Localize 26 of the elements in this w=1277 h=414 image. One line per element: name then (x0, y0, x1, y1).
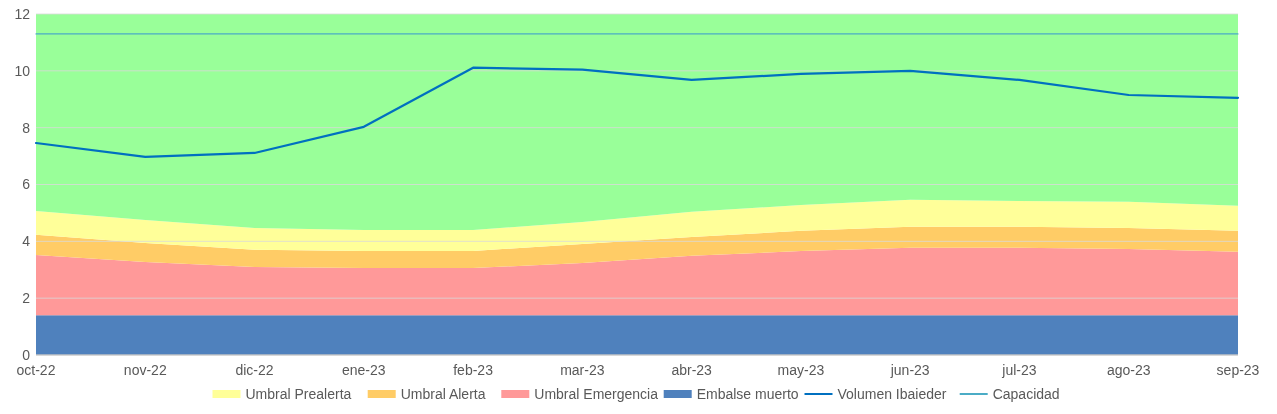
x-tick-label: mar-23 (560, 362, 605, 378)
x-tick-label: jun-23 (889, 362, 930, 378)
legend-label: Umbral Emergencia (534, 386, 659, 402)
x-tick-label: ago-23 (1106, 362, 1151, 378)
x-tick-label: abr-23 (671, 362, 713, 378)
y-tick-label: 12 (14, 5, 31, 22)
y-tick-label: 10 (14, 62, 31, 79)
y-tick-label: 0 (22, 346, 31, 363)
x-tick-label: nov-22 (123, 362, 167, 378)
x-tick-label: may-23 (777, 362, 825, 378)
x-tick-label: ene-23 (342, 362, 386, 378)
y-tick-label: 4 (22, 233, 31, 250)
legend-label: Umbral Prealerta (245, 386, 352, 402)
x-tick-label: feb-23 (453, 362, 494, 378)
x-tick-label: jul-23 (1001, 362, 1037, 378)
x-tick-label: sep-23 (1216, 362, 1260, 378)
y-tick-label: 6 (22, 176, 31, 193)
legend-label: Umbral Alerta (400, 386, 486, 402)
y-tick-label: 8 (22, 119, 31, 136)
y-tick-label: 2 (22, 290, 31, 307)
line-series (34, 66, 1240, 159)
legend-label: Embalse muerto (696, 386, 799, 402)
legend-label: Volumen Ibaieder (837, 386, 947, 402)
legend-label: Capacidad (992, 386, 1060, 402)
x-tick-label: dic-22 (235, 362, 274, 378)
x-tick-label: oct-22 (16, 362, 56, 378)
